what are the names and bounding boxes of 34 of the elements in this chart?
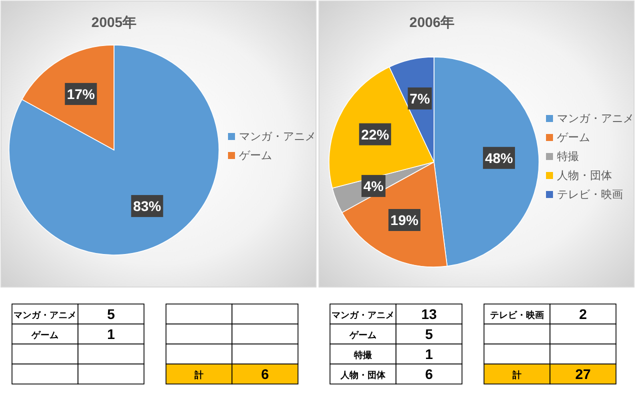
legend-label: 人物・団体 (557, 170, 612, 182)
legend-label: マンガ・アニメ (557, 113, 634, 125)
data-label: 19% (390, 212, 419, 228)
legend-label: マンガ・アニメ (239, 131, 316, 143)
text: ゲーム (30, 330, 58, 340)
text: 5 (425, 326, 434, 342)
text: 計 (512, 370, 522, 380)
legend-label: ゲーム (239, 150, 272, 162)
chart-title: 2006年 (409, 14, 455, 30)
legend-label: 特撮 (557, 151, 579, 163)
text: 5 (107, 306, 116, 322)
data-label: 48% (484, 150, 514, 166)
data-label: 7% (410, 90, 430, 106)
text: テレビ・映画 (490, 310, 544, 320)
data-label: 22% (361, 126, 390, 142)
legend-label: ゲーム (557, 132, 590, 144)
text: 1 (425, 346, 434, 362)
text: 1 (107, 326, 116, 342)
text: 2 (579, 306, 588, 322)
text: マンガ・アニメ (332, 310, 394, 320)
text: ゲーム (348, 330, 376, 340)
legend-label: テレビ・映画 (557, 188, 623, 201)
data-label: 17% (66, 86, 96, 102)
text: 人物・団体 (340, 370, 386, 380)
text: マンガ・アニメ (14, 310, 76, 320)
text: 27 (575, 366, 591, 382)
chart-title: 2005年 (91, 14, 137, 30)
text: 13 (421, 306, 437, 322)
data-label: 83% (133, 198, 162, 214)
text: 6 (261, 366, 270, 382)
data-label: 4% (363, 178, 384, 194)
text: 計 (194, 370, 204, 380)
text: 特撮 (353, 350, 373, 360)
text: 6 (425, 366, 434, 382)
